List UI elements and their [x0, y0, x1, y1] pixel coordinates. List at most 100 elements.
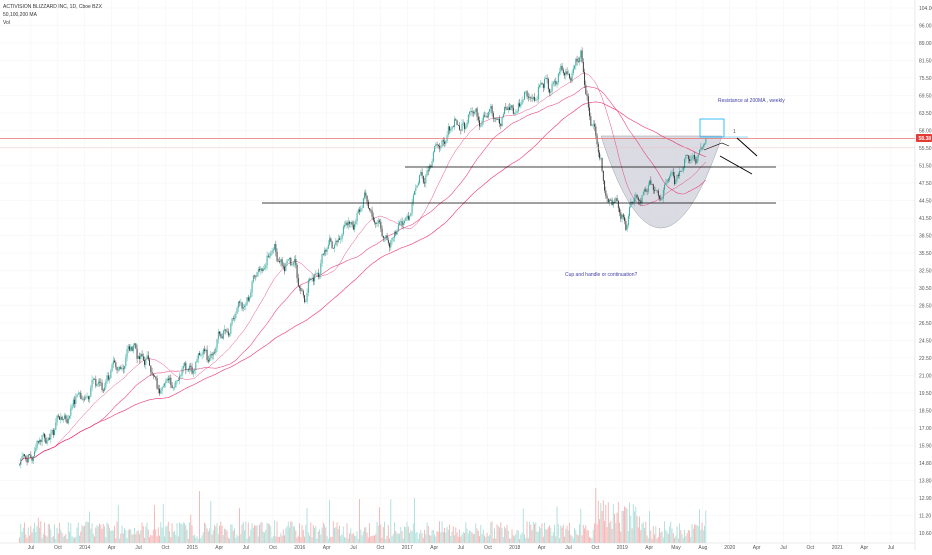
volume-bar	[659, 527, 660, 543]
box-label: 1	[733, 129, 736, 135]
candle-body	[442, 140, 444, 142]
candle-body	[466, 122, 468, 127]
volume-bar	[632, 504, 634, 543]
candle-body	[594, 124, 596, 127]
candle-body	[551, 83, 553, 92]
volume-bar	[269, 524, 270, 543]
volume-bar	[297, 535, 299, 543]
volume-indicator-label[interactable]: Vol	[3, 20, 10, 26]
volume-bar	[524, 534, 525, 543]
candle-body	[82, 398, 84, 400]
candle-body	[145, 359, 147, 365]
candle-body	[42, 433, 44, 436]
candle-body	[216, 339, 218, 348]
candle-body	[222, 330, 224, 339]
volume-bar	[340, 535, 342, 543]
volume-bar	[77, 522, 79, 543]
volume-bar	[59, 522, 60, 543]
candle-body	[149, 359, 151, 366]
volume-bar	[337, 529, 339, 543]
candle-body	[386, 235, 388, 240]
candle-body	[31, 457, 33, 461]
candle-body	[419, 175, 421, 184]
candle-body	[79, 392, 81, 394]
volume-bar	[602, 500, 604, 543]
candle-body	[586, 94, 588, 97]
y-tick-label: 63.50	[919, 111, 932, 117]
volume-bar	[429, 534, 430, 543]
volume-bar	[360, 529, 362, 543]
candle-body	[700, 146, 702, 150]
candle-body	[565, 71, 567, 76]
volume-bar	[577, 535, 579, 543]
volume-bar	[569, 522, 570, 543]
volume-bar	[232, 530, 234, 543]
ma-indicator-label[interactable]: 50,100,200 MA	[3, 12, 37, 18]
candle-body	[540, 83, 542, 86]
volume-bar	[210, 500, 212, 543]
volume-bar	[220, 521, 222, 543]
candle-body	[246, 297, 248, 305]
candle-body	[264, 268, 266, 270]
candle-body	[150, 365, 152, 372]
candle-body	[322, 254, 324, 255]
candle-body	[371, 210, 373, 217]
candle-body	[165, 381, 167, 384]
volume-bar	[275, 536, 277, 543]
volume-bar	[95, 527, 97, 543]
volume-bar	[265, 529, 267, 543]
candle-body	[459, 125, 461, 130]
candle-body	[315, 273, 317, 276]
volume-bar	[522, 508, 524, 543]
volume-bar	[599, 519, 600, 543]
candle-body	[57, 415, 59, 417]
candle-body	[364, 192, 366, 198]
volume-bar	[536, 531, 538, 543]
candle-body	[166, 378, 168, 382]
candle-body	[132, 345, 134, 351]
volume-bar	[612, 503, 614, 543]
volume-bar	[515, 534, 517, 543]
volume-bar	[465, 522, 467, 543]
candle-body	[376, 222, 378, 225]
volume-bar	[129, 529, 130, 543]
candle-body	[582, 61, 584, 73]
candle-body	[332, 247, 334, 249]
candle-body	[284, 266, 286, 272]
y-tick-label: 22.50	[919, 356, 932, 362]
candle-body	[591, 124, 593, 126]
volume-bar	[246, 538, 248, 543]
volume-bar	[47, 523, 49, 543]
candle-body	[134, 343, 136, 346]
candle-body	[156, 378, 158, 389]
candle-body	[671, 172, 673, 173]
candle-body	[567, 73, 569, 75]
candle-body	[196, 359, 198, 362]
volume-bar	[427, 525, 429, 543]
candle-body	[575, 58, 577, 66]
volume-bar	[166, 525, 168, 543]
volume-bar	[145, 526, 147, 543]
candle-body	[329, 238, 331, 245]
candle-body	[37, 440, 39, 443]
candle-body	[355, 221, 357, 225]
volume-bar	[635, 506, 637, 543]
volume-bar	[107, 524, 109, 543]
volume-bar	[104, 526, 105, 543]
candle-body	[309, 278, 311, 281]
volume-bar	[510, 538, 512, 543]
candle-body	[471, 111, 473, 113]
candle-body	[404, 220, 406, 223]
x-tick-label: 2018	[509, 545, 520, 550]
volume-bar	[299, 523, 300, 543]
candle-body	[615, 198, 617, 203]
candle-body	[497, 118, 499, 120]
volume-bar	[512, 535, 514, 543]
candle-body	[347, 221, 349, 226]
y-tick-label: 38.50	[919, 233, 932, 239]
candle-body	[76, 394, 78, 397]
candle-body	[532, 97, 534, 99]
volume-bar	[105, 537, 107, 543]
candle-body	[414, 190, 416, 196]
